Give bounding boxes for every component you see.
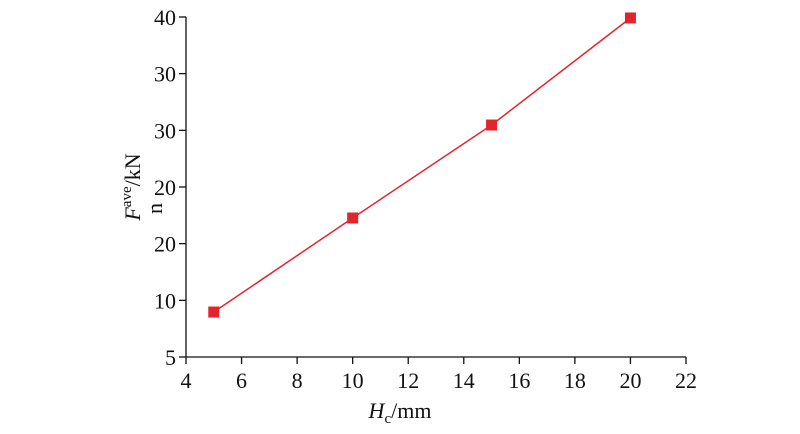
x-tick-label: 18 bbox=[564, 368, 586, 393]
y-tick-label: 20 bbox=[154, 175, 176, 200]
x-tick-label: 8 bbox=[292, 368, 303, 393]
x-tick-label: 14 bbox=[453, 368, 475, 393]
x-axis-label: Hc/mm bbox=[368, 398, 432, 427]
data-point bbox=[347, 212, 359, 224]
y-tick-label: 5 bbox=[165, 345, 176, 370]
x-tick-label: 22 bbox=[675, 368, 697, 393]
y-axis-label: Fave/kN bbox=[119, 153, 145, 221]
series-line bbox=[213, 17, 631, 313]
y-axis-label-group: Fave/kN n bbox=[119, 153, 167, 221]
data-point bbox=[208, 306, 220, 318]
y-label-unit: /kN bbox=[120, 153, 145, 186]
x-label-unit: /mm bbox=[391, 398, 431, 423]
x-tick-label: 12 bbox=[397, 368, 419, 393]
x-label-symbol: H bbox=[368, 398, 386, 423]
data-point bbox=[486, 119, 498, 131]
x-tick-label: 16 bbox=[508, 368, 530, 393]
y-label-superscript: ave bbox=[119, 186, 135, 207]
data-point bbox=[624, 12, 636, 24]
y-tick-label: 30 bbox=[154, 62, 176, 87]
x-tick-label: 20 bbox=[619, 368, 641, 393]
x-tick-label: 6 bbox=[236, 368, 247, 393]
y-tick-label: 20 bbox=[154, 232, 176, 257]
x-label-subscript: c bbox=[384, 411, 391, 427]
x-tick-label: 4 bbox=[181, 368, 192, 393]
y-tick-label: 10 bbox=[154, 288, 176, 313]
x-tick-label: 10 bbox=[342, 368, 364, 393]
y-label-symbol: F bbox=[120, 207, 145, 222]
y-label-subscript: n bbox=[142, 203, 167, 214]
y-tick-label: 40 bbox=[154, 5, 176, 30]
y-tick-label: 30 bbox=[154, 118, 176, 143]
